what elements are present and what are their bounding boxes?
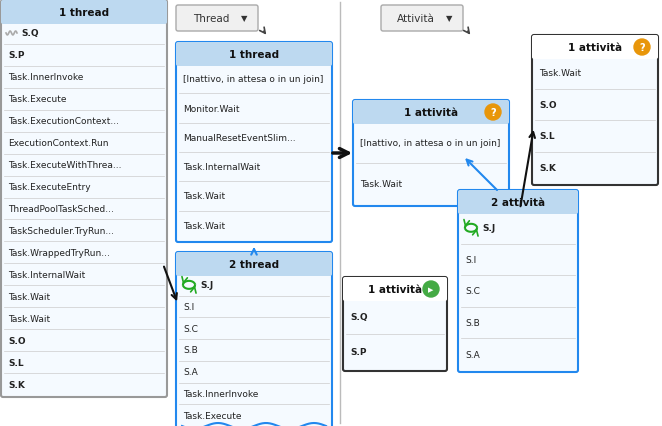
Text: Task.WrappedTryRun...: Task.WrappedTryRun... <box>8 248 110 257</box>
Bar <box>179 55 329 65</box>
Text: ?: ? <box>639 43 645 53</box>
FancyBboxPatch shape <box>458 190 578 215</box>
Text: TaskScheduler.TryRun...: TaskScheduler.TryRun... <box>8 226 114 236</box>
Text: 2 attività: 2 attività <box>491 198 545 207</box>
Text: S.J: S.J <box>482 224 495 233</box>
Text: Monitor.Wait: Monitor.Wait <box>183 104 240 113</box>
Text: ?: ? <box>490 108 496 118</box>
Text: Task.Wait: Task.Wait <box>539 69 581 78</box>
Text: S.P: S.P <box>350 347 367 356</box>
Text: ExecutionContext.Run: ExecutionContext.Run <box>8 139 109 148</box>
Text: 2 thread: 2 thread <box>229 259 279 269</box>
FancyBboxPatch shape <box>176 43 332 67</box>
FancyBboxPatch shape <box>353 101 509 125</box>
Text: S.L: S.L <box>539 132 555 141</box>
Text: S.A: S.A <box>183 367 198 376</box>
Circle shape <box>485 105 501 121</box>
FancyBboxPatch shape <box>343 277 447 371</box>
Circle shape <box>423 281 439 297</box>
Text: S.L: S.L <box>8 358 24 367</box>
Text: Task.Wait: Task.Wait <box>8 292 50 301</box>
Text: S.C: S.C <box>183 324 198 333</box>
Text: [Inattivo, in attesa o in un join]: [Inattivo, in attesa o in un join] <box>360 139 500 148</box>
Text: S.K: S.K <box>539 163 556 173</box>
FancyBboxPatch shape <box>343 277 447 301</box>
Text: Task.Wait: Task.Wait <box>183 192 225 201</box>
Bar <box>356 113 506 123</box>
Text: S.A: S.A <box>465 350 480 359</box>
Text: 1 thread: 1 thread <box>229 50 279 60</box>
Text: ▼: ▼ <box>241 14 248 23</box>
Text: S.J: S.J <box>200 281 213 290</box>
Text: Attività: Attività <box>397 14 435 24</box>
Text: Thread: Thread <box>193 14 229 24</box>
Text: ▼: ▼ <box>446 14 453 23</box>
Bar <box>4 13 164 23</box>
Text: S.I: S.I <box>183 302 194 311</box>
Text: Task.Wait: Task.Wait <box>183 222 225 230</box>
Circle shape <box>634 40 650 56</box>
Text: ManualResetEventSlim...: ManualResetEventSlim... <box>183 133 296 143</box>
Text: Task.InnerInvoke: Task.InnerInvoke <box>8 73 83 82</box>
FancyBboxPatch shape <box>176 43 332 242</box>
FancyBboxPatch shape <box>176 253 332 426</box>
Text: Task.ExecuteWithThrea...: Task.ExecuteWithThrea... <box>8 161 122 170</box>
Text: S.B: S.B <box>183 345 198 355</box>
Text: Task.Execute: Task.Execute <box>183 411 242 420</box>
Text: Task.Wait: Task.Wait <box>360 180 402 189</box>
Text: [Inattivo, in attesa o in un join]: [Inattivo, in attesa o in un join] <box>183 75 323 84</box>
Text: S.I: S.I <box>465 255 476 264</box>
FancyBboxPatch shape <box>532 36 658 186</box>
Text: S.O: S.O <box>539 101 557 109</box>
Text: Task.InnerInvoke: Task.InnerInvoke <box>183 389 258 398</box>
Text: S.K: S.K <box>8 380 25 389</box>
Text: ▶: ▶ <box>428 286 434 292</box>
Text: Task.ExecutionContext...: Task.ExecutionContext... <box>8 117 119 126</box>
Text: S.Q: S.Q <box>350 312 367 321</box>
Text: 1 attività: 1 attività <box>368 284 422 294</box>
Text: Task.InternalWait: Task.InternalWait <box>183 163 260 172</box>
FancyBboxPatch shape <box>458 190 578 372</box>
Text: 1 attività: 1 attività <box>404 108 458 118</box>
FancyBboxPatch shape <box>1 1 167 25</box>
FancyBboxPatch shape <box>176 6 258 32</box>
FancyBboxPatch shape <box>176 253 332 276</box>
Text: Task.Execute: Task.Execute <box>8 95 66 104</box>
Text: Task.Wait: Task.Wait <box>8 314 50 323</box>
Text: S.B: S.B <box>465 318 480 327</box>
Bar <box>535 48 655 58</box>
Text: Task.InternalWait: Task.InternalWait <box>8 270 85 279</box>
Text: S.P: S.P <box>8 51 24 60</box>
Text: ThreadPoolTaskSched...: ThreadPoolTaskSched... <box>8 204 114 213</box>
Text: 1 attività: 1 attività <box>568 43 622 53</box>
Text: Task.ExecuteEntry: Task.ExecuteEntry <box>8 183 91 192</box>
FancyBboxPatch shape <box>1 1 167 397</box>
Text: 1 thread: 1 thread <box>59 8 109 18</box>
Text: S.C: S.C <box>465 287 480 296</box>
Text: S.O: S.O <box>8 336 26 345</box>
FancyBboxPatch shape <box>381 6 463 32</box>
FancyBboxPatch shape <box>353 101 509 207</box>
FancyBboxPatch shape <box>532 36 658 60</box>
Bar <box>346 289 444 299</box>
Text: S.Q: S.Q <box>21 29 38 38</box>
Bar <box>179 265 329 274</box>
Bar <box>461 202 575 213</box>
